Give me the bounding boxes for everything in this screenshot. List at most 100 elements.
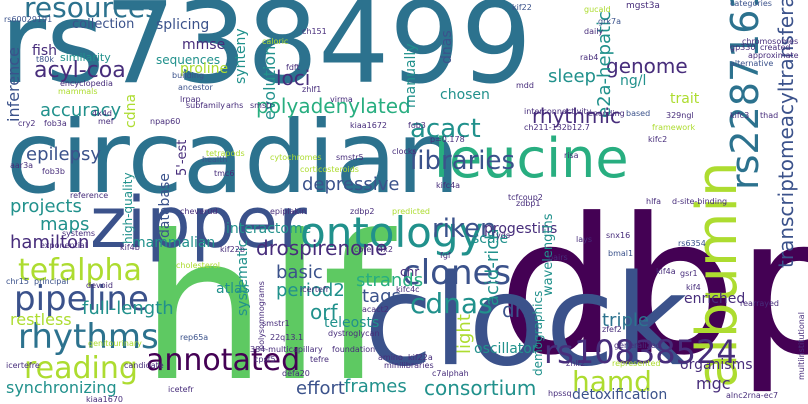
- word-fob3b: fob3b: [42, 167, 65, 176]
- word-collection: collection: [72, 17, 135, 32]
- word-kifc4a: kifc4a: [436, 181, 461, 190]
- word-drospirenone: drospirenone: [256, 236, 388, 260]
- word-polysomnograms: polysomnograms: [257, 281, 266, 350]
- word-depressive: depressive: [302, 174, 400, 195]
- word-progestins: progestins: [484, 221, 558, 237]
- word-libraries: libraries: [410, 146, 516, 176]
- word-ng-l: ng/l: [620, 73, 647, 89]
- word-smstr: smstr: [250, 101, 273, 110]
- word-daily: daily: [584, 27, 604, 36]
- word-rs10838524: rs10838524: [544, 333, 737, 371]
- word-zfef2: zfef2: [602, 325, 622, 334]
- word-loci: loci: [276, 66, 311, 90]
- word-enriched: enriched: [684, 291, 746, 307]
- word-created: created: [760, 43, 791, 52]
- word-multiinstitutional: multiinstitutional: [797, 312, 806, 380]
- word-d-site-binding: d-site-binding: [672, 197, 728, 206]
- word-dnas: dnas: [439, 30, 455, 64]
- word-zhlf2: zhlf2: [566, 359, 586, 368]
- word-frames: frames: [344, 376, 407, 397]
- word-ontology: ontology: [300, 208, 484, 257]
- word-bmal1: bmal1: [608, 249, 634, 258]
- word-zhlf1: zhlf1: [302, 85, 322, 94]
- word-zdbp1: zdbp1: [516, 199, 541, 208]
- word-trait: trait: [670, 91, 700, 107]
- word-kif4: kif4: [686, 283, 701, 292]
- word-detoxification: detoxification: [572, 387, 668, 403]
- word-dystroglycan: dystroglycan: [328, 329, 380, 338]
- word-devoid: devoid: [86, 281, 113, 290]
- word-systems: systems: [62, 229, 96, 238]
- word-icetefr: icetefr: [168, 385, 194, 394]
- word-approximate: approximate: [748, 51, 799, 60]
- word-icertefre: icertefre: [6, 361, 40, 370]
- word-polyadenylated: polyadenylated: [256, 94, 411, 118]
- word-risa: risa: [564, 151, 579, 160]
- word-hamilton: hamilton: [10, 232, 90, 253]
- word-demographics: demographics: [531, 290, 545, 376]
- word-384-multicapillary: 384-multicapillary: [250, 345, 323, 354]
- word-splicing: splicing: [156, 17, 210, 33]
- word-defa20: defa20: [282, 369, 310, 378]
- word-rs738499: rs738499: [0, 0, 532, 109]
- word-synteny: synteny: [233, 28, 249, 84]
- word-epilepsy: epilepsy: [26, 144, 102, 165]
- word-acact2: acact2: [362, 305, 389, 314]
- word-5-est: 5'-est: [175, 139, 190, 176]
- word-cpsf5: cpsf5: [254, 355, 276, 364]
- word-kif4a: kif4a: [656, 267, 676, 276]
- word-kif22b: kif22b: [220, 245, 245, 254]
- word-npap60: npap60: [150, 117, 181, 126]
- word-rhythms: rhythms: [18, 317, 159, 357]
- word-database: database: [157, 173, 173, 238]
- word-riken: riken: [432, 214, 497, 244]
- word-predicted: predicted: [392, 207, 430, 216]
- word-rep65a: rep65a: [180, 333, 209, 342]
- word-core: core: [354, 245, 372, 254]
- word-cytochromes: cytochromes: [270, 153, 322, 162]
- word-tags: tags: [362, 286, 401, 307]
- word-tcfcoup2: tcfcoup2: [508, 193, 543, 202]
- word-alnc2rna-ec7: alnc2rna-ec7: [726, 391, 779, 400]
- word-categories: categories: [730, 0, 772, 8]
- word-restless: restless: [10, 310, 72, 329]
- word-epiplakin: epiplakin: [270, 207, 307, 216]
- word-orf: orf: [310, 300, 338, 324]
- word-caloric: caloric: [262, 37, 289, 46]
- word-period2: period2: [276, 280, 345, 301]
- word-mgc: mgc: [696, 374, 731, 393]
- word-4x4d: 4x4d: [92, 109, 112, 118]
- word-clones: clones: [402, 253, 512, 293]
- word-kifc3: kifc3: [730, 111, 750, 120]
- word-exponential: exponential: [40, 241, 88, 250]
- word-fob3a: fob3a: [44, 119, 67, 128]
- word-annotated: annotated: [146, 343, 301, 378]
- word-kifc4c: kifc4c: [396, 285, 420, 294]
- word-aar3a: aar3a: [10, 161, 34, 170]
- word-chosen: chosen: [440, 87, 490, 103]
- word-t80k: t80k: [36, 55, 54, 64]
- word-subfamily: subfamily: [186, 101, 226, 110]
- word-mdd: mdd: [516, 81, 534, 90]
- word-lrpap: lrpap: [180, 95, 201, 104]
- word-tmc6: tmc6: [214, 169, 235, 178]
- word-mgst3a: mgst3a: [626, 1, 660, 11]
- word-hamd: hamd: [572, 365, 652, 398]
- word-leucine: leucine: [434, 127, 629, 190]
- word-smstr1: smstr1: [262, 319, 290, 328]
- word-alternative: alternative: [730, 59, 774, 68]
- word-reading: reading: [24, 351, 138, 386]
- word-atlas: atlas: [216, 281, 250, 297]
- word-hlfa: hlfa: [646, 197, 662, 206]
- word-cry2: cry2: [18, 119, 36, 128]
- word-resources: resources: [24, 0, 160, 24]
- word-kif4b: kif4b: [120, 243, 140, 252]
- word-based: based: [626, 109, 651, 118]
- word-ch151: ch151: [302, 27, 327, 36]
- word-22q13-1: 22q13.1: [270, 333, 304, 342]
- word-chr15: chr15: [6, 277, 29, 286]
- word-full-length: full-length: [82, 298, 174, 319]
- word-candidate: candidate: [124, 361, 164, 370]
- word-zdbp2: zdbp2: [350, 207, 375, 216]
